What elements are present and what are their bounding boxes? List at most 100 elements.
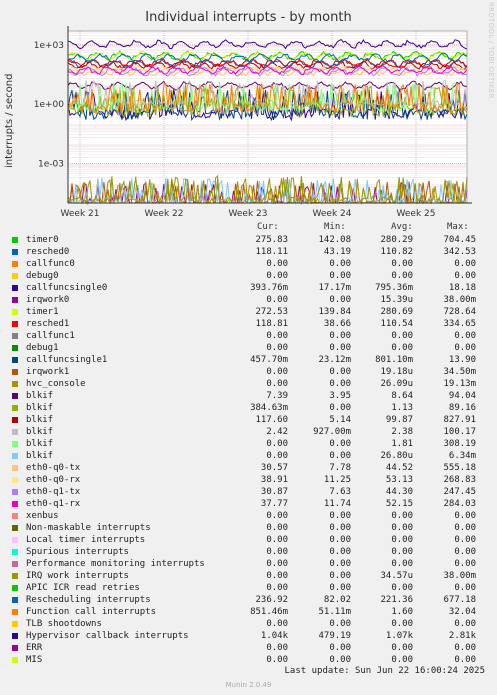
- legend-avg-value: 0.00: [391, 619, 413, 629]
- legend-row: eth0-q1-rx 37.77 11.74 52.15 284.03: [12, 498, 492, 510]
- legend-cur-value: 0.00: [266, 571, 288, 581]
- legend-max-value: 827.91: [443, 415, 476, 425]
- legend-series-name: TLB shootdowns: [26, 619, 102, 629]
- legend-row: Performance monitoring interrupts 0.00 0.0…: [12, 558, 492, 570]
- legend-row: irqwork0 0.00 0.00 15.39u 38.00m: [12, 294, 492, 306]
- legend-min-value: 0.00: [329, 547, 351, 557]
- legend-min-value: 3.95: [329, 391, 351, 401]
- legend-series-name: resched0: [26, 247, 70, 257]
- legend-series-name: eth0-q0-tx: [26, 463, 81, 473]
- legend-series-name: debug0: [26, 271, 59, 281]
- legend-max-value: 0.00: [454, 619, 476, 629]
- legend-max-value: 0.00: [454, 583, 476, 593]
- legend-avg-value: 1.13: [391, 403, 413, 413]
- legend-row: Hypervisor callback interrupts 1.04k 479.1…: [12, 630, 492, 642]
- legend-series-name: timer0: [26, 235, 59, 245]
- legend-max-value: 32.04: [448, 607, 476, 617]
- legend-row: resched0 118.11 43.19 110.82 342.53: [12, 246, 492, 258]
- legend-swatch: [12, 285, 18, 291]
- legend-series-name: irqwork0: [26, 295, 70, 305]
- legend-row: blkif 117.60 5.14 99.87 827.91: [12, 414, 492, 426]
- legend-swatch: [12, 609, 18, 615]
- legend-swatch: [12, 489, 18, 495]
- legend-avg-value: 44.52: [385, 463, 413, 473]
- legend-series-name: callfuncsingle1: [26, 355, 108, 365]
- legend-avg-value: 110.54: [380, 319, 413, 329]
- legend-min-value: 5.14: [329, 415, 351, 425]
- legend-avg-value: 221.36: [380, 595, 413, 605]
- legend-swatch: [12, 513, 18, 519]
- legend-header-cur: Cur:: [257, 222, 279, 232]
- legend-series-name: APIC ICR read retries: [26, 583, 140, 593]
- legend-swatch: [12, 573, 18, 579]
- legend-avg-value: 26.09u: [380, 379, 413, 389]
- legend-row: hvc_console 0.00 0.00 26.09u 19.13m: [12, 378, 492, 390]
- legend-max-value: 6.34m: [448, 451, 476, 461]
- legend-series-name: callfuncsingle0: [26, 283, 108, 293]
- legend-row: eth0-q1-tx 30.87 7.63 44.30 247.45: [12, 486, 492, 498]
- legend-series-name: eth0-q1-tx: [26, 487, 81, 497]
- series-line: [67, 79, 468, 107]
- legend-avg-value: 1.60: [391, 607, 413, 617]
- legend-cur-value: 393.76m: [250, 283, 288, 293]
- legend-swatch: [12, 345, 18, 351]
- series-line: [67, 174, 468, 205]
- legend-row: debug1 0.00 0.00 0.00 0.00: [12, 342, 492, 354]
- legend-avg-value: 1.07k: [385, 631, 413, 641]
- legend-row: timer0 275.83 142.08 280.29 704.45: [12, 234, 492, 246]
- series-line: [67, 52, 468, 63]
- legend-cur-value: 30.87: [260, 487, 288, 497]
- legend-series-name: IRQ work interrupts: [26, 571, 129, 581]
- legend-avg-value: 34.57u: [380, 571, 413, 581]
- legend-row: Rescheduling interrupts 236.92 82.02 221.36…: [12, 594, 492, 606]
- legend-min-value: 0.00: [329, 259, 351, 269]
- legend-series-name: xenbus: [26, 511, 59, 521]
- legend-cur-value: 275.83: [255, 235, 288, 245]
- legend-series-name: Local timer interrupts: [26, 535, 146, 545]
- legend-swatch: [12, 261, 18, 267]
- legend-min-value: 0.00: [329, 619, 351, 629]
- legend-min-value: 0.00: [329, 571, 351, 581]
- y-tick-label: 1e+00: [34, 100, 65, 110]
- legend-min-value: 479.19: [318, 631, 351, 641]
- legend-swatch: [12, 405, 18, 411]
- legend-row: irqwork1 0.00 0.00 19.18u 34.50m: [12, 366, 492, 378]
- legend-min-value: 0.00: [329, 559, 351, 569]
- legend-cur-value: 0.00: [266, 367, 288, 377]
- legend-series-name: MIS: [26, 655, 43, 665]
- legend-series-name: Function call interrupts: [26, 607, 157, 617]
- legend-max-value: 100.17: [443, 427, 476, 437]
- legend-swatch: [12, 525, 18, 531]
- chart-plot: 1e-03 1e+00 1e+03 Week 21 Week 22 Week 23 Week…: [34, 26, 472, 219]
- legend-series-name: callfunc0: [26, 259, 75, 269]
- legend-swatch: [12, 453, 18, 459]
- legend-cur-value: 0.00: [266, 439, 288, 449]
- legend-max-value: 677.18: [443, 595, 476, 605]
- legend-min-value: 0.00: [329, 451, 351, 461]
- legend-swatch: [12, 321, 18, 327]
- legend-avg-value: 15.39u: [380, 295, 413, 305]
- legend-min-value: 43.19: [323, 247, 351, 257]
- legend-max-value: 38.00m: [443, 571, 476, 581]
- legend-cur-value: 0.00: [266, 619, 288, 629]
- legend-max-value: 308.19: [443, 439, 476, 449]
- legend-min-value: 7.63: [329, 487, 351, 497]
- legend-swatch: [12, 501, 18, 507]
- legend-avg-value: 280.69: [380, 307, 413, 317]
- legend-swatch: [12, 621, 18, 627]
- legend-cur-value: 0.00: [266, 535, 288, 545]
- legend-max-value: 247.45: [443, 487, 476, 497]
- legend-cur-value: 0.00: [266, 451, 288, 461]
- legend-series-name: eth0-q1-rx: [26, 499, 81, 509]
- legend-max-value: 38.00m: [443, 295, 476, 305]
- legend-avg-value: 52.15: [385, 499, 413, 509]
- legend-max-value: 0.00: [454, 643, 476, 653]
- legend-cur-value: 2.42: [266, 427, 288, 437]
- legend-max-value: 728.64: [443, 307, 476, 317]
- legend-max-value: 704.45: [443, 235, 476, 245]
- legend-row: callfunc1 0.00 0.00 0.00 0.00: [12, 330, 492, 342]
- legend-cur-value: 0.00: [266, 259, 288, 269]
- legend-min-value: 38.66: [323, 319, 351, 329]
- legend-max-value: 94.04: [448, 391, 476, 401]
